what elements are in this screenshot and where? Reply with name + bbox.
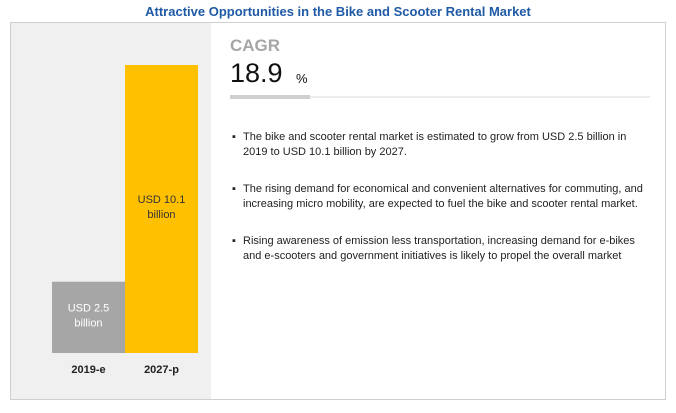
bullet-marker: ▪: [232, 131, 236, 143]
x-tick-label: 2019-e: [71, 364, 105, 376]
cagr-value: 18.9: [230, 58, 283, 88]
bullet-item: ▪ Rising awareness of emission less trans…: [232, 234, 652, 264]
bar-value-label: USD 2.5 billion: [68, 302, 110, 329]
bullet-text: The bike and scooter rental market is es…: [243, 131, 627, 158]
bullet-text: Rising awareness of emission less transp…: [243, 235, 635, 262]
bullet-item: ▪ The rising demand for economical and co…: [232, 182, 652, 212]
bar-2027-p: [125, 65, 198, 353]
bullet-marker: ▪: [232, 183, 236, 195]
cagr-underline: [230, 95, 310, 99]
bullet-list: ▪ The bike and scooter rental market is e…: [232, 130, 652, 286]
bar-value-label: USD 10.1 billion: [138, 194, 186, 221]
bullet-marker: ▪: [232, 235, 236, 247]
cagr-divider: [310, 96, 650, 98]
bullet-item: ▪ The bike and scooter rental market is e…: [232, 130, 652, 160]
bar-2019-e: [52, 281, 125, 353]
cagr-label: CAGR: [230, 36, 281, 55]
bullet-text: The rising demand for economical and con…: [243, 183, 643, 210]
x-tick-label: 2027-p: [144, 364, 179, 376]
bar-chart: USD 2.5 billion 2019-e USD 10.1 billion 2027-…: [52, 65, 198, 376]
cagr-unit: %: [296, 71, 308, 86]
page-title: Attractive Opportunities in the Bike and…: [145, 4, 531, 19]
